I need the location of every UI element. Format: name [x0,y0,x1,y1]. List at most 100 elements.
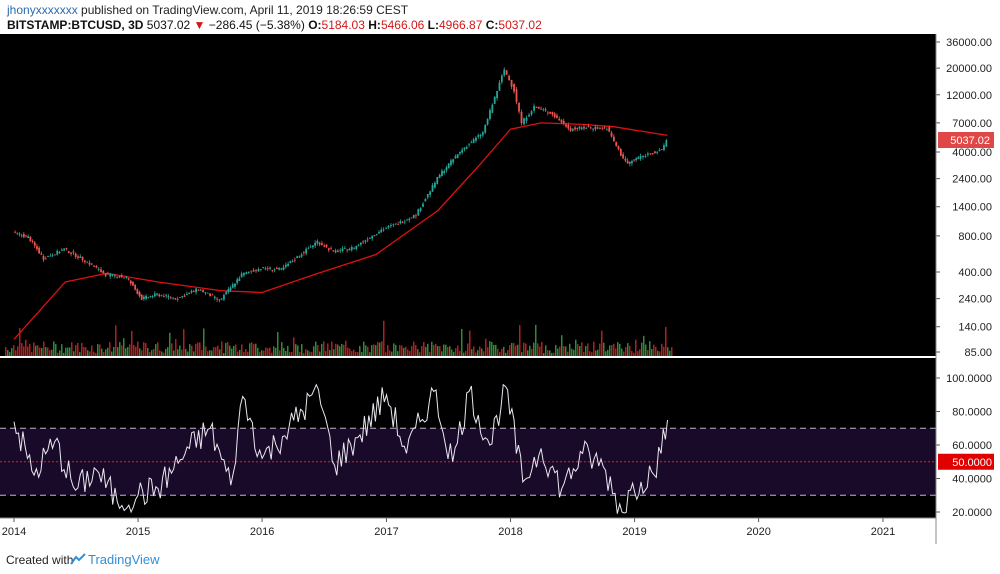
volume-bar [643,335,645,356]
volume-bar [45,347,47,356]
volume-bar [597,349,599,356]
candle-body [583,126,585,129]
volume-bar [195,343,197,356]
volume-bar [313,346,315,356]
candle-body [29,236,32,242]
chart-area[interactable]: 36000.00 20000.00 12000.00 7000.00 4000.00 24… [0,34,1000,544]
volume-bar [389,350,391,356]
candle-body [54,254,56,256]
volume-bar [275,347,277,356]
volume-bar [17,346,19,356]
candle-body [569,128,572,131]
volume-bar [37,345,39,356]
chart-svg[interactable]: 36000.00 20000.00 12000.00 7000.00 4000.00 24… [0,34,1000,544]
candle-body [90,263,93,265]
volume-bar [149,351,151,356]
volume-bar [23,346,25,356]
candle-body [264,268,267,270]
candle-body [493,96,496,104]
volume-bar [5,347,7,356]
volume-bar [555,344,557,356]
candle-body [382,229,385,231]
candle-body [660,149,663,151]
volume-bar [295,344,297,356]
candle-body [576,128,579,130]
volume-bar [43,341,45,356]
candle-body [387,225,390,228]
volume-bar [481,348,483,356]
volume-bar [71,342,73,356]
candle-body [129,280,132,284]
volume-bar [475,352,477,356]
volume-bar [231,348,233,356]
volume-bar [39,347,41,356]
candle-body [608,127,611,132]
volume-bar [595,350,597,356]
candle-body [67,251,70,254]
candle-body [305,248,308,254]
candle-body [77,256,79,258]
volume-bar [331,341,333,356]
candle-body [284,264,287,267]
candle-body [465,147,468,149]
volume-bar [101,348,103,356]
volume-bar [651,349,653,356]
candle-body [278,267,280,270]
volume-bar [79,352,81,356]
candle-body [585,128,588,129]
volume-bar [153,349,155,356]
volume-bar [611,345,613,356]
volume-bar [253,344,255,356]
rsi-axis-label: 80.0000 [952,407,992,419]
volume-bar [59,350,61,356]
last-price: 5037.02 [146,18,191,32]
volume-bar [305,349,307,356]
candle-body [275,267,278,269]
candle-body [346,249,349,251]
candle-body [359,242,362,245]
candle-body [587,126,590,128]
tradingview-brand[interactable]: TradingView [88,552,160,567]
volume-bar [29,343,31,356]
volume-bar [61,344,63,356]
rsi-value-tag-label: 50.0000 [952,457,992,469]
candle-body [378,231,380,234]
volume-bar [123,338,125,356]
volume-bar [69,347,71,356]
volume-bar [91,345,93,356]
candle-body [60,249,63,251]
candle-body [325,244,328,247]
volume-bar [655,346,657,356]
volume-bar [415,345,417,356]
volume-bar [485,338,487,356]
volume-bar [667,347,669,356]
volume-bar [431,341,433,356]
price-axis-label: 85.00 [964,347,992,359]
volume-bar [591,352,593,356]
volume-bar [523,342,525,356]
candle-body [199,289,202,291]
volume-bar [217,345,219,356]
candle-body [417,209,420,216]
volume-bar [437,346,439,356]
volume-bar [539,346,541,356]
price-axis-label: 2400.00 [952,174,992,186]
candle-body [397,224,400,225]
volume-bar [289,351,291,356]
volume-bar [235,344,237,356]
candle-body [508,75,511,81]
volume-bar [341,343,343,356]
candle-body [86,261,89,263]
candle-body [273,269,276,271]
author-link[interactable]: jhonyxxxxxxx [7,3,78,17]
volume-bar [147,347,149,356]
candle-body [188,292,191,294]
candle-body [525,117,528,121]
candle-body [343,247,346,249]
volume-bar [239,349,241,356]
candle-body [431,185,434,192]
candle-body [330,248,332,250]
volume-bar [325,350,327,356]
candle-body [302,252,305,254]
volume-bar [53,341,55,356]
